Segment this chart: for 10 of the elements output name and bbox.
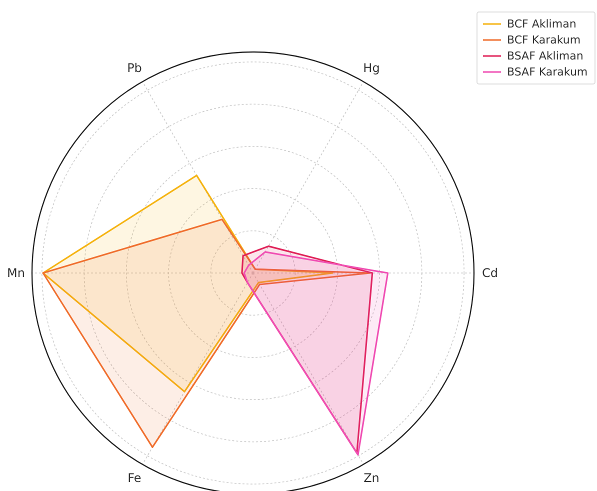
spoke-label: Hg <box>363 60 380 75</box>
spoke-label: Mn <box>7 266 25 280</box>
legend-label: BSAF Karakum <box>507 66 588 78</box>
spoke-label: Cd <box>482 266 498 280</box>
spoke-label: Fe <box>128 471 142 486</box>
legend-label: BCF Karakum <box>507 34 581 46</box>
legend-label: BSAF Akliman <box>507 50 584 62</box>
legend-label: BCF Akliman <box>507 18 576 30</box>
spoke-label: Pb <box>127 60 142 75</box>
spoke-label: Zn <box>364 471 380 486</box>
